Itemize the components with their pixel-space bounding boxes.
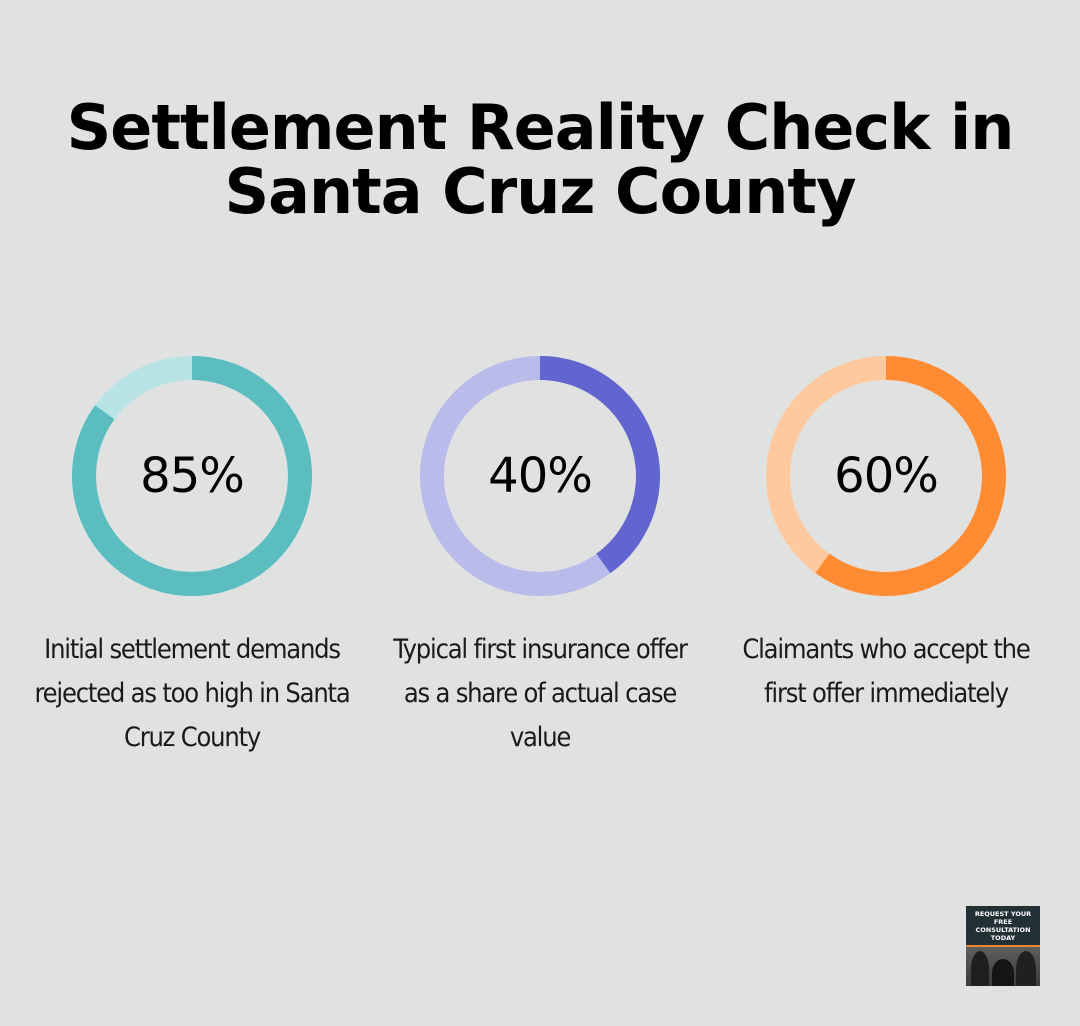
donut-ring-icon [72,356,312,596]
person-silhouette-icon [1016,951,1036,986]
stat-caption-text: Initial settlement demands rejected as t… [34,634,350,753]
title-line-2: Santa Cruz County [224,155,856,228]
stat-value: 85% [140,448,245,504]
donut-chart-1: 85% [70,354,314,598]
stat-caption-text: Claimants who accept the first offer imm… [742,634,1030,709]
donut-ring-icon [766,356,1006,596]
stat-caption: Initial settlement demands rejected as t… [32,628,352,760]
stat-card-3: 60% Claimants who accept the first offer… [726,354,1046,716]
person-silhouette-icon [992,959,1014,986]
stat-card-2: 40% Typical first insurance offer as a s… [380,354,700,760]
stat-caption-text: Typical first insurance offer as a share… [393,634,688,753]
stat-caption: Typical first insurance offer as a share… [380,628,700,760]
donut-ring-icon [420,356,660,596]
donut-chart-3: 60% [764,354,1008,598]
donut-chart-2: 40% [418,354,662,598]
person-silhouette-icon [971,951,989,986]
cta-label: REQUEST YOUR FREE CONSULTATION TODAY [974,910,1032,942]
attorneys-photo [966,947,1040,986]
cta-divider [966,945,1040,947]
page-title: Settlement Reality Check in Santa Cruz C… [0,96,1080,224]
title-line-1: Settlement Reality Check in [66,91,1015,164]
consultation-cta-button[interactable]: REQUEST YOUR FREE CONSULTATION TODAY [966,906,1040,986]
stat-value: 60% [834,448,939,504]
stat-card-1: 85% Initial settlement demands rejected … [32,354,352,760]
stat-caption: Claimants who accept the first offer imm… [726,628,1046,716]
stat-value: 40% [488,448,593,504]
